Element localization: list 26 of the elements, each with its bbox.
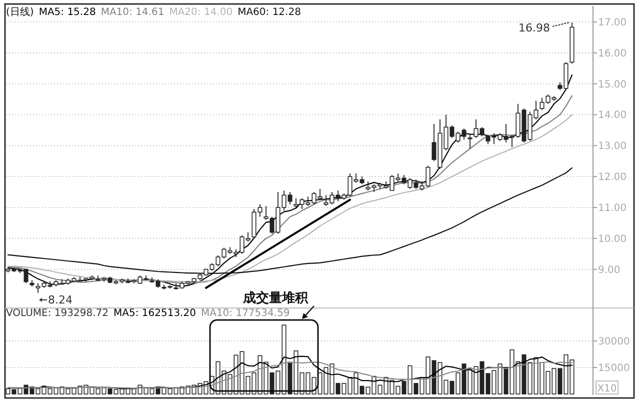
text: X10 [597, 384, 617, 394]
annotation: 成交量堆积 [242, 290, 309, 306]
y-tick-label: 13.00 [598, 141, 627, 152]
y-tick-label: 9.00 [598, 264, 620, 276]
text: MA60: 12.28 [238, 7, 301, 18]
text: MA5: 15.28 [38, 7, 96, 18]
annotation: 8.24 [48, 294, 72, 307]
y-tick-label: 30000 [598, 336, 630, 348]
y-tick-label: 17.00 [598, 17, 627, 28]
y-tick-label: 15000 [598, 362, 630, 374]
chart-title: (日线) [6, 6, 34, 18]
y-tick-label: 15.00 [598, 79, 627, 90]
text: MA10: 14.61 [100, 7, 164, 18]
line-series [7, 361, 573, 389]
y-tick-label: 11.00 [598, 202, 627, 214]
annotation: 16.98 [518, 22, 550, 35]
line-series [7, 167, 573, 274]
y-tick-label: 10.00 [598, 234, 627, 245]
y-tick-label: 14.00 [598, 110, 627, 122]
text: MA10: 177534.59 [200, 308, 290, 319]
y-tick-label: 16.00 [598, 48, 627, 60]
text: MA5: 162513.20 [114, 308, 196, 319]
text: MA20: 14.00 [169, 7, 233, 18]
text: VOLUME: 193298.72 [6, 308, 108, 319]
candlestick [468, 134, 472, 150]
y-tick-label: 12.00 [598, 172, 627, 184]
